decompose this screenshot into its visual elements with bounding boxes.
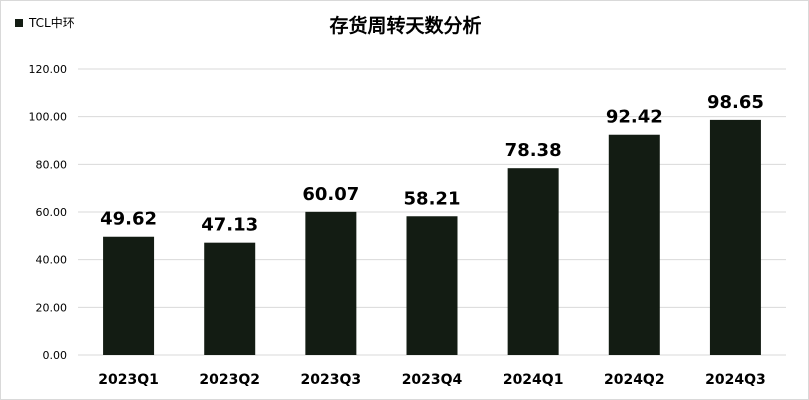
bar [406, 216, 458, 355]
y-tick-label: 0.00 [43, 349, 68, 362]
y-tick-label: 100.00 [29, 111, 68, 124]
data-label: 49.62 [100, 209, 157, 230]
bar [305, 211, 357, 355]
data-label: 47.13 [201, 215, 258, 236]
data-label: 98.65 [707, 92, 764, 113]
bar [103, 236, 155, 355]
chart-title: 存货周转天数分析 [329, 15, 482, 37]
y-tick-label: 120.00 [29, 63, 68, 76]
x-tick-label: 2024Q3 [705, 372, 766, 388]
x-tick-label: 2023Q3 [301, 372, 362, 388]
bar [608, 134, 660, 355]
legend-swatch [15, 18, 23, 27]
x-tick-label: 2023Q1 [98, 372, 159, 388]
data-label: 58.21 [404, 188, 461, 209]
y-tick-label: 60.00 [36, 206, 68, 219]
x-tick-label: 2024Q1 [503, 372, 564, 388]
data-label: 78.38 [505, 140, 562, 161]
y-tick-label: 20.00 [36, 301, 68, 314]
legend: TCL中环 [15, 14, 75, 31]
bar [507, 168, 559, 355]
x-tick-label: 2023Q4 [402, 372, 463, 388]
bar [204, 242, 256, 355]
x-tick-label: 2024Q2 [604, 372, 665, 388]
x-tick-label: 2023Q2 [199, 372, 260, 388]
y-tick-label: 80.00 [36, 158, 68, 171]
bar [709, 119, 761, 356]
data-label: 92.42 [606, 107, 663, 128]
legend-label: TCL中环 [29, 16, 75, 30]
data-label: 60.07 [302, 184, 359, 205]
y-tick-label: 40.00 [36, 254, 68, 267]
